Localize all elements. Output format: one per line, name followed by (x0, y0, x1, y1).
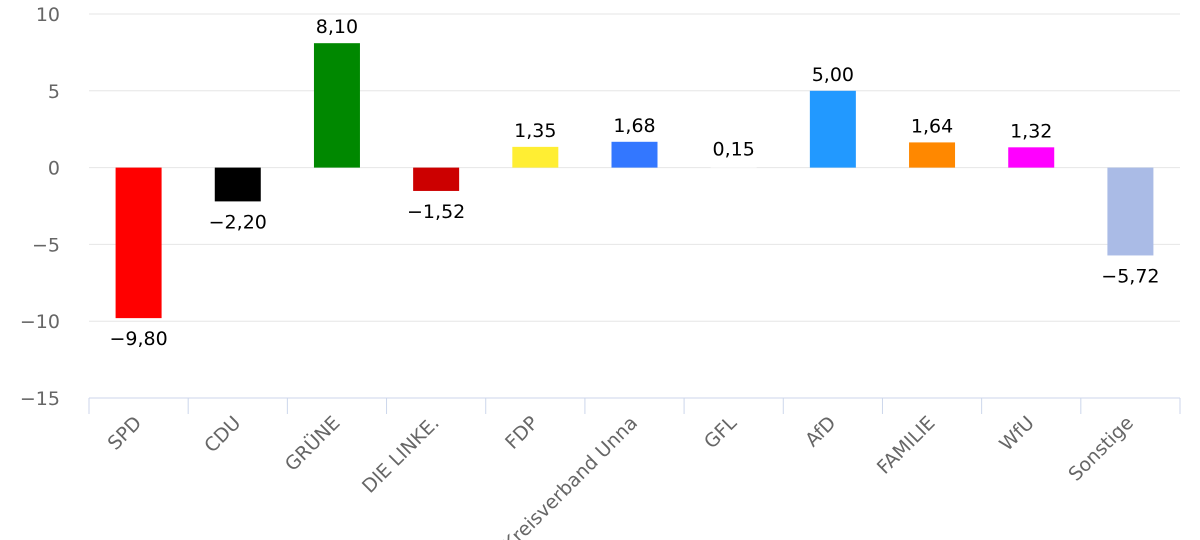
bar-die-linke-[interactable] (413, 167, 460, 191)
x-tick-label: SPD (104, 412, 147, 455)
y-tick-label: 10 (36, 4, 60, 26)
bar-kreisverband-unna[interactable] (611, 141, 658, 168)
data-label: 1,32 (1010, 120, 1052, 142)
bar-grüne[interactable] (313, 43, 360, 168)
grid-layer (89, 13, 1180, 322)
data-label: −9,80 (109, 328, 167, 350)
y-tick-label: −10 (20, 311, 60, 333)
bar-fdp[interactable] (512, 146, 559, 168)
data-label: 1,35 (514, 120, 556, 142)
y-tick-label: −5 (32, 234, 60, 256)
bar-sonstige[interactable] (1107, 167, 1154, 256)
x-tick-label: GRÜNE (280, 411, 344, 475)
x-tick-label: FAMILIE (873, 412, 940, 479)
x-tick-label: CDU (200, 412, 245, 457)
y-axis: 10 5 0 −5 −10 −15 (20, 4, 60, 410)
bars (115, 43, 1154, 319)
data-label: 5,00 (812, 64, 854, 86)
y-tick-label: 0 (48, 158, 60, 180)
data-label: 8,10 (316, 16, 358, 38)
data-label: −5,72 (1101, 265, 1159, 287)
data-label: −2,20 (209, 211, 267, 233)
x-axis (88, 397, 1181, 414)
bar-gfl[interactable] (710, 165, 757, 168)
bar-spd[interactable] (115, 167, 162, 319)
x-tick-label: WfU (995, 412, 1038, 455)
x-tick-label: DIE LINKE. (358, 412, 444, 498)
data-label: 1,68 (613, 115, 655, 137)
data-labels: −9,80 −2,20 8,10 −1,52 1,35 1,68 0,15 5,00 1,64 1… (109, 16, 1159, 350)
x-tick-label: GFL (700, 412, 741, 453)
data-label: 0,15 (713, 138, 755, 160)
data-label: −1,52 (407, 201, 465, 223)
bar-afd[interactable] (809, 90, 856, 168)
y-tick-label: −15 (20, 388, 60, 410)
x-tick-label: Sonstige (1064, 412, 1138, 486)
x-tick-label: FDP (501, 412, 543, 454)
x-tick-label: AfD (801, 412, 840, 451)
data-label: 1,64 (911, 115, 953, 137)
bar-familie[interactable] (909, 142, 956, 168)
y-tick-label: 5 (48, 81, 60, 103)
bar-wfu[interactable] (1008, 147, 1055, 168)
bar-cdu[interactable] (214, 167, 261, 202)
